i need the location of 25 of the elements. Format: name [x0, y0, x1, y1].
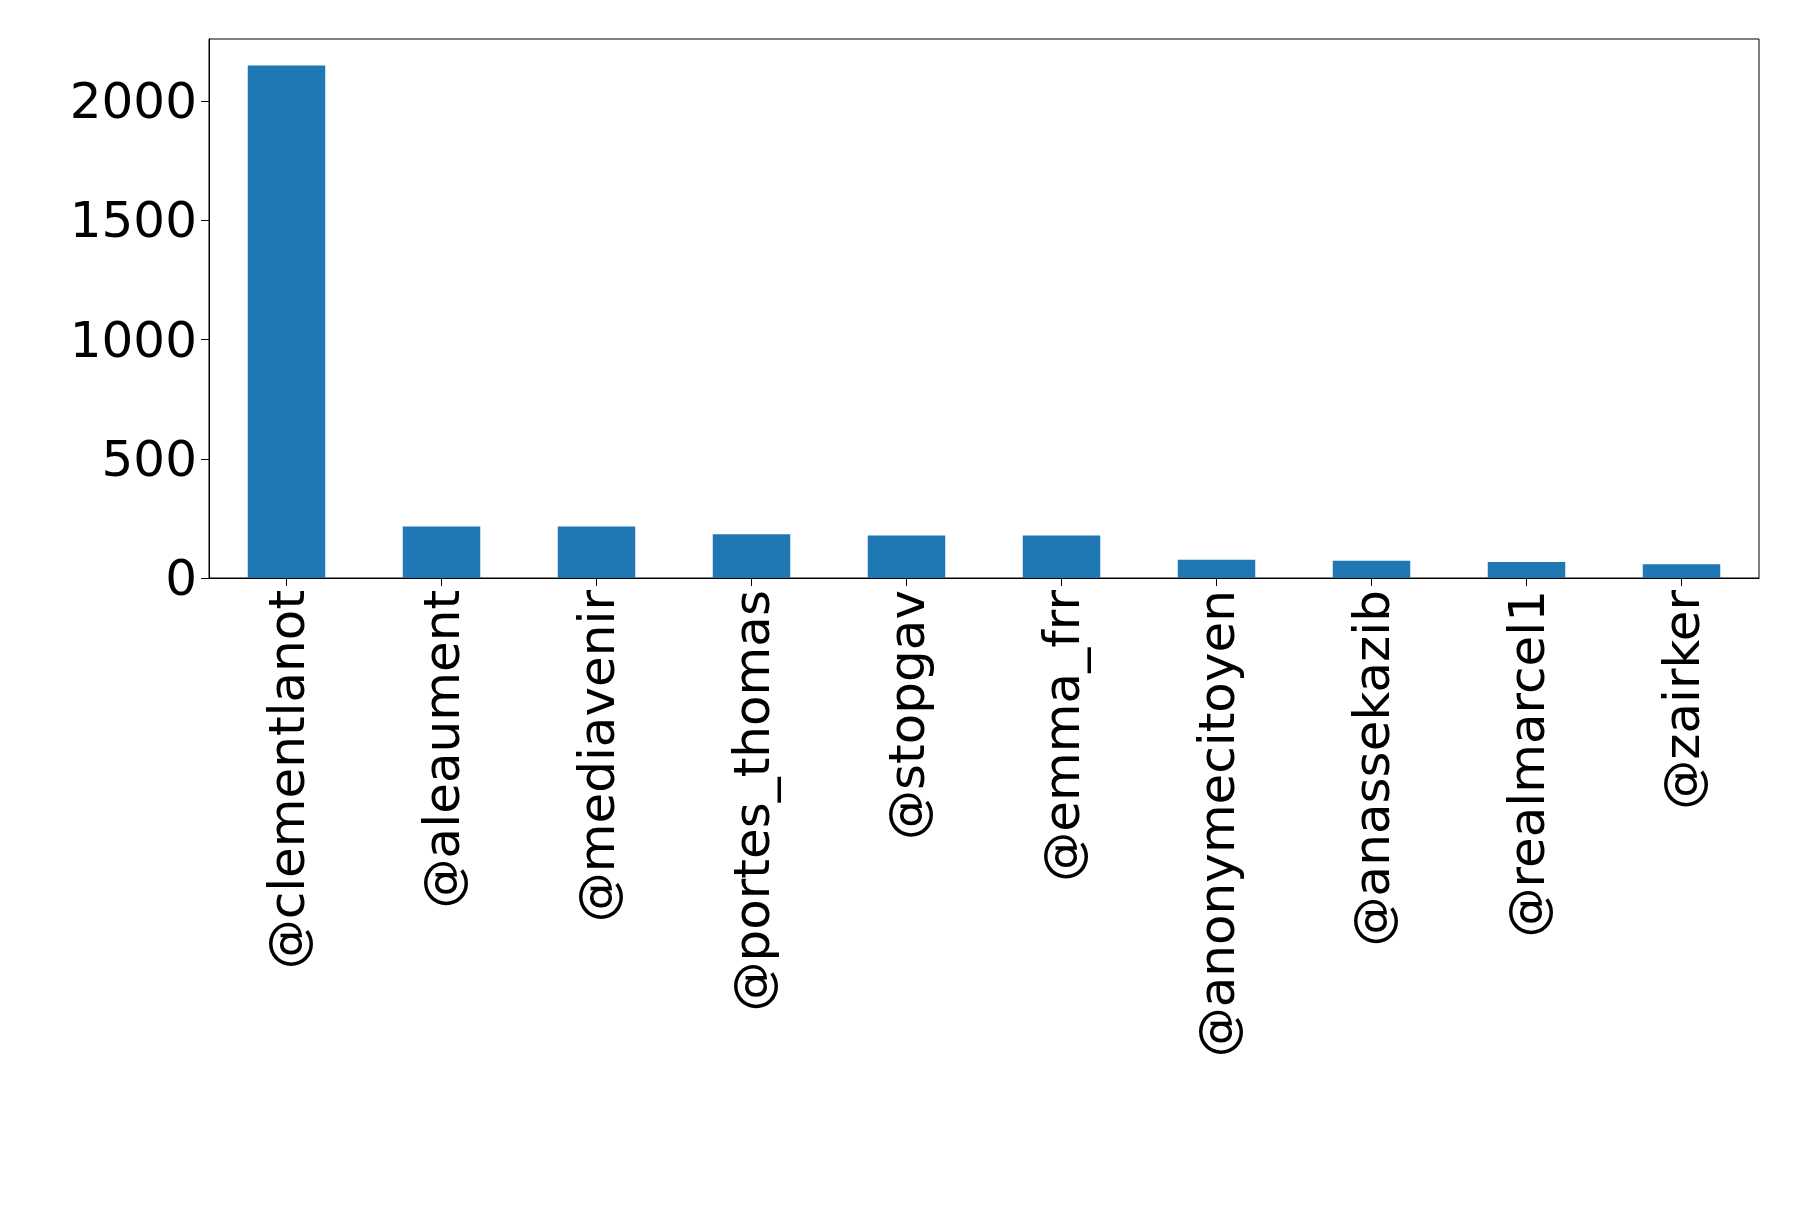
x-tick-label: @clementlanot — [257, 590, 316, 970]
x-tick-label: @zairker — [1652, 589, 1711, 810]
x-tick-label: @mediavenir — [567, 589, 626, 923]
bar — [1487, 562, 1566, 578]
bar — [557, 526, 636, 578]
x-tick-label: @anassekazib — [1342, 590, 1401, 947]
x-tick-label: @realmarcel1 — [1497, 590, 1556, 938]
x-tick-label: @portes_thomas — [722, 590, 781, 1012]
bar — [247, 65, 326, 578]
y-tick-label: 2000 — [69, 72, 197, 131]
y-tick-label: 1500 — [69, 191, 197, 250]
x-tick-label: @stopgav — [877, 590, 936, 840]
y-tick-label: 1000 — [69, 310, 197, 369]
bar — [402, 526, 481, 578]
x-tick-label: @emma_frr — [1032, 589, 1091, 882]
bar — [867, 535, 946, 578]
x-tick-label: @anonymecitoyen — [1187, 590, 1246, 1058]
y-tick-label: 0 — [165, 549, 197, 607]
bar — [712, 534, 791, 578]
bar — [1642, 564, 1721, 578]
bar — [1177, 559, 1256, 578]
bar — [1332, 560, 1411, 578]
x-tick-label: @aleaument — [412, 590, 471, 909]
bar — [1022, 535, 1101, 578]
y-tick-label: 500 — [101, 429, 197, 488]
